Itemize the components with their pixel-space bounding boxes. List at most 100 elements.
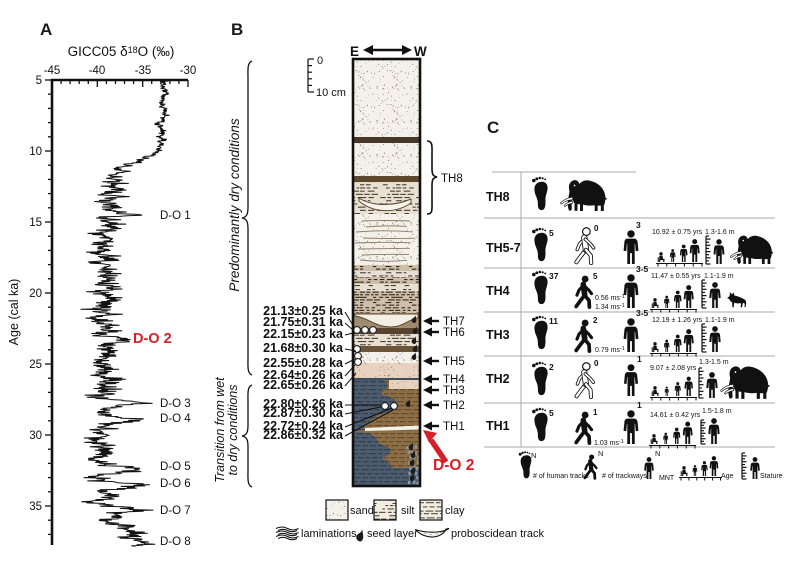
svg-text:D-O 1: D-O 1: [160, 210, 191, 222]
svg-text:E: E: [350, 44, 359, 59]
svg-text:11: 11: [549, 316, 558, 326]
svg-text:3-5: 3-5: [636, 308, 649, 318]
svg-text:21.75±0.31 ka: 21.75±0.31 ka: [263, 315, 344, 329]
svg-text:D-O 4: D-O 4: [160, 413, 191, 425]
svg-text:W: W: [414, 44, 427, 59]
svg-text:N: N: [598, 449, 603, 458]
svg-text:D-O 7: D-O 7: [160, 505, 191, 517]
svg-text:5: 5: [549, 228, 554, 238]
svg-text:A: A: [40, 20, 52, 39]
svg-text:37: 37: [549, 271, 559, 281]
svg-text:TH7: TH7: [443, 316, 465, 328]
svg-text:1.1-1.9 m: 1.1-1.9 m: [704, 273, 734, 280]
svg-text:MNT: MNT: [659, 475, 675, 482]
svg-text:sand: sand: [350, 505, 374, 517]
svg-text:TH5-7: TH5-7: [486, 241, 521, 255]
svg-text:1: 1: [637, 354, 642, 364]
svg-text:2: 2: [549, 362, 554, 372]
svg-text:25: 25: [29, 359, 42, 371]
svg-text:# of trackways: # of trackways: [602, 473, 647, 480]
svg-text:D-O 3: D-O 3: [160, 398, 191, 410]
svg-text:10 cm: 10 cm: [316, 87, 346, 99]
svg-text:TH2: TH2: [486, 372, 510, 386]
svg-text:1.34 ms-1: 1.34 ms-1: [595, 303, 625, 311]
svg-text:Age (cal ka): Age (cal ka): [7, 279, 21, 346]
svg-text:5: 5: [549, 408, 554, 418]
svg-text:5: 5: [36, 75, 42, 87]
svg-text:D-O 2: D-O 2: [433, 457, 474, 474]
svg-text:10.92 ± 0.75 yrs: 10.92 ± 0.75 yrs: [652, 229, 703, 236]
svg-text:D-O 5: D-O 5: [160, 461, 191, 473]
svg-text:22.80±0.26 ka: 22.80±0.26 ka: [263, 397, 344, 411]
svg-text:12.19 ± 1.26 yrs: 12.19 ± 1.26 yrs: [652, 317, 703, 324]
svg-text:TH8: TH8: [486, 190, 510, 204]
svg-text:22.64±0.26 ka: 22.64±0.26 ka: [263, 368, 344, 382]
svg-text:C: C: [487, 118, 499, 137]
svg-text:TH1: TH1: [443, 421, 465, 433]
svg-text:seed layer: seed layer: [367, 528, 418, 540]
svg-text:TH2: TH2: [443, 400, 465, 412]
svg-text:22.86±0.32 ka: 22.86±0.32 ka: [263, 428, 344, 442]
svg-text:proboscidean track: proboscidean track: [451, 528, 544, 540]
svg-text:Age: Age: [721, 473, 734, 480]
svg-text:D-O 6: D-O 6: [160, 478, 191, 490]
svg-text:-40: -40: [89, 65, 106, 77]
svg-text:15: 15: [29, 217, 42, 229]
svg-text:-45: -45: [44, 65, 61, 77]
svg-text:B: B: [231, 20, 243, 39]
svg-text:clay: clay: [445, 505, 465, 517]
svg-text:-35: -35: [135, 65, 152, 77]
svg-text:TH1: TH1: [486, 419, 510, 433]
svg-text:21.68±0.30 ka: 21.68±0.30 ka: [263, 341, 344, 355]
svg-text:GICC05 δ18O (‰): GICC05 δ18O (‰): [68, 44, 175, 59]
svg-text:laminations: laminations: [301, 528, 357, 540]
svg-text:TH3: TH3: [486, 328, 510, 342]
svg-text:22.87±0.30 ka: 22.87±0.30 ka: [263, 406, 344, 420]
svg-text:silt: silt: [401, 505, 414, 517]
svg-text:2: 2: [593, 316, 598, 325]
svg-text:TH4: TH4: [486, 284, 510, 298]
svg-text:11.47 ± 0.55 yrs: 11.47 ± 0.55 yrs: [651, 273, 701, 280]
svg-text:21.13±0.25 ka: 21.13±0.25 ka: [263, 304, 344, 318]
svg-text:22.15±0.23 ka: 22.15±0.23 ka: [263, 327, 344, 341]
svg-text:22.65±0.26 ka: 22.65±0.26 ka: [263, 378, 344, 392]
svg-text:1.03 ms-1: 1.03 ms-1: [594, 439, 624, 447]
svg-text:TH8: TH8: [441, 173, 463, 185]
svg-text:20: 20: [29, 288, 42, 300]
svg-text:TH4: TH4: [443, 374, 465, 386]
svg-text:to dry conditions: to dry conditions: [226, 384, 240, 475]
svg-text:TH5: TH5: [443, 356, 465, 368]
svg-text:22.72±0.24 ka: 22.72±0.24 ka: [263, 419, 344, 433]
svg-text:1: 1: [637, 400, 642, 410]
svg-text:Stature: Stature: [760, 473, 783, 480]
svg-text:0.56 ms-1: 0.56 ms-1: [595, 294, 625, 302]
svg-text:D-O 2: D-O 2: [133, 331, 172, 347]
svg-text:1.3-1.5 m: 1.3-1.5 m: [699, 359, 729, 366]
svg-text:Predominantly dry conditions: Predominantly dry conditions: [227, 118, 242, 292]
svg-text:TH6: TH6: [443, 327, 465, 339]
svg-text:3-5: 3-5: [636, 264, 649, 274]
svg-text:Transition from wet: Transition from wet: [213, 377, 227, 483]
svg-text:1: 1: [593, 408, 598, 417]
svg-text:9.07 ± 2.08 yrs: 9.07 ± 2.08 yrs: [650, 365, 697, 372]
svg-text:TH3: TH3: [443, 385, 465, 397]
svg-text:1.5-1.8 m: 1.5-1.8 m: [702, 408, 732, 415]
svg-text:1.1-1.9 m: 1.1-1.9 m: [705, 317, 735, 324]
svg-text:5: 5: [593, 272, 598, 281]
svg-text:N: N: [531, 451, 536, 460]
svg-text:0.79 ms-1: 0.79 ms-1: [595, 346, 625, 354]
svg-text:14.61 ± 0.42 yrs: 14.61 ± 0.42 yrs: [650, 412, 701, 419]
svg-text:N: N: [655, 449, 660, 458]
svg-text:0: 0: [317, 55, 323, 67]
svg-text:D-O 8: D-O 8: [160, 536, 191, 548]
svg-text:10: 10: [29, 146, 42, 158]
svg-text:35: 35: [29, 501, 42, 513]
svg-text:0: 0: [594, 224, 599, 233]
svg-text:3: 3: [636, 220, 641, 230]
svg-text:-30: -30: [180, 65, 197, 77]
svg-text:22.55±0.28 ka: 22.55±0.28 ka: [263, 356, 344, 370]
svg-text:30: 30: [29, 430, 42, 442]
svg-text:1.3-1.6 m: 1.3-1.6 m: [705, 229, 735, 236]
svg-text:# of human tracks: # of human tracks: [533, 473, 589, 480]
svg-text:0: 0: [594, 359, 599, 368]
